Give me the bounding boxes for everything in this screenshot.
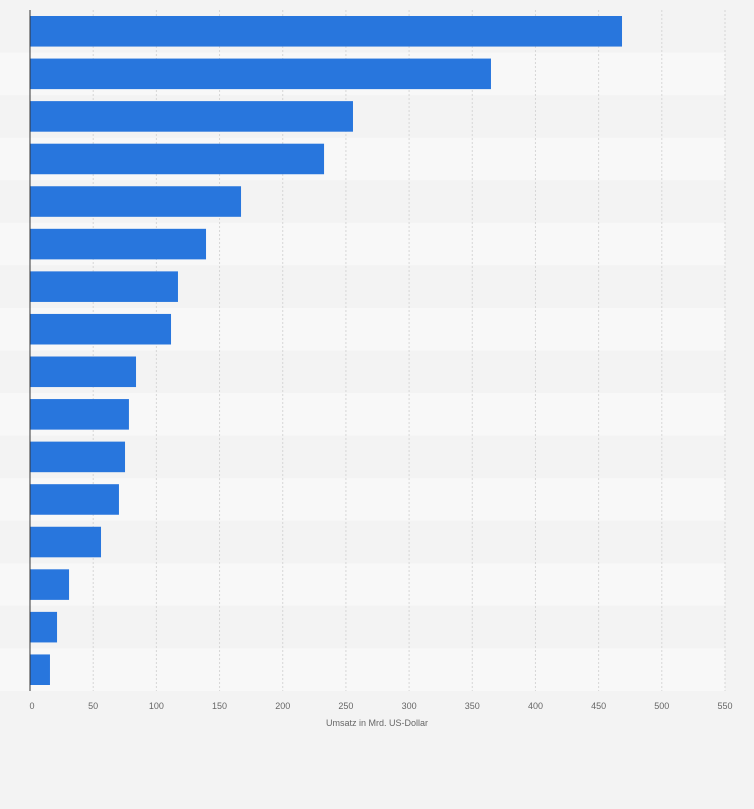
bar	[30, 356, 137, 388]
bar	[30, 186, 242, 217]
x-tick-label: 400	[528, 701, 543, 711]
row-band	[0, 563, 725, 606]
bar	[30, 313, 172, 345]
bar	[30, 526, 102, 558]
bar	[30, 16, 623, 47]
x-tick-label: 150	[212, 701, 227, 711]
bar	[30, 101, 353, 132]
x-tick-label: 500	[654, 701, 669, 711]
bar	[30, 271, 178, 302]
bar	[30, 143, 325, 175]
x-tick-label: 450	[591, 701, 606, 711]
x-tick-label: 200	[275, 701, 290, 711]
x-tick-label: 300	[402, 701, 417, 711]
bar	[30, 228, 207, 260]
x-tick-label: 350	[465, 701, 480, 711]
row-band	[0, 520, 725, 564]
bar	[30, 399, 129, 430]
x-axis-label: Umsatz in Mrd. US-Dollar	[325, 718, 428, 728]
x-tick-label: 0	[29, 701, 34, 711]
bar	[30, 569, 70, 600]
x-tick-label: 50	[88, 701, 98, 711]
x-tick-label: 250	[338, 701, 353, 711]
x-tick-label: 100	[149, 701, 164, 711]
row-band	[0, 478, 725, 521]
bar	[30, 58, 491, 90]
bar	[30, 441, 126, 473]
x-tick-label: 550	[717, 701, 732, 711]
row-band	[0, 648, 725, 691]
row-band	[0, 605, 725, 649]
bar	[30, 611, 58, 643]
bar	[30, 654, 50, 685]
bar	[30, 484, 119, 515]
